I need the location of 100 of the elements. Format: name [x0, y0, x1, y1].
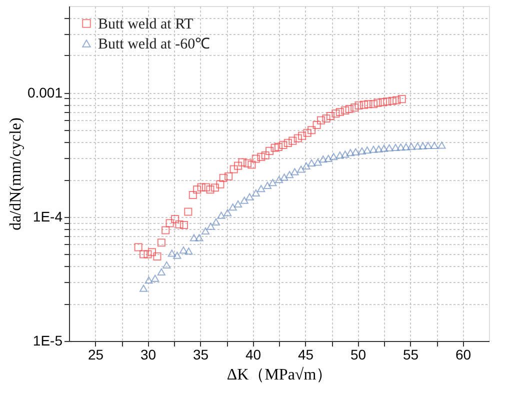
point — [134, 243, 142, 252]
point — [210, 184, 219, 192]
point — [166, 219, 174, 228]
point — [388, 96, 396, 105]
point — [228, 203, 237, 211]
x-tick-label: 60 — [455, 346, 472, 362]
point — [285, 171, 294, 178]
point — [157, 238, 166, 247]
point — [157, 268, 166, 276]
x-tick-label: 25 — [88, 346, 104, 362]
point — [345, 104, 354, 114]
point — [162, 261, 171, 268]
point — [168, 250, 176, 257]
point — [363, 146, 372, 154]
point — [274, 176, 284, 184]
point — [180, 220, 188, 230]
point — [392, 96, 401, 104]
point — [438, 142, 446, 149]
point — [153, 252, 162, 260]
point — [414, 142, 422, 150]
point — [238, 158, 246, 166]
point — [430, 142, 438, 150]
point — [179, 246, 188, 254]
point — [360, 100, 368, 109]
point — [294, 134, 302, 142]
point — [336, 108, 344, 116]
point — [290, 168, 299, 176]
point — [148, 248, 156, 256]
point — [140, 250, 148, 258]
point — [219, 174, 228, 182]
point — [407, 142, 416, 150]
point — [297, 166, 306, 173]
point — [202, 183, 210, 192]
point — [314, 158, 322, 166]
y-tick-label: 1E-4 — [32, 208, 63, 224]
point — [424, 142, 432, 150]
point — [341, 150, 350, 158]
point — [308, 126, 316, 134]
point — [352, 148, 360, 156]
point — [402, 143, 410, 150]
point — [383, 97, 392, 106]
point — [240, 196, 248, 204]
point — [175, 220, 184, 228]
point — [288, 136, 297, 145]
point — [298, 132, 306, 140]
point — [201, 227, 210, 235]
point — [396, 144, 405, 151]
point — [184, 248, 193, 255]
point — [257, 185, 266, 192]
x-tick-label: 40 — [245, 346, 262, 362]
point — [398, 95, 406, 104]
point — [246, 193, 254, 200]
point — [162, 226, 170, 234]
legend-label: Butt weld at -60℃ — [98, 36, 210, 52]
point — [230, 165, 238, 174]
point — [341, 106, 350, 114]
point — [234, 200, 242, 208]
point — [266, 146, 274, 155]
point — [206, 186, 214, 194]
point — [324, 154, 332, 162]
point — [322, 114, 330, 123]
point — [261, 151, 270, 160]
y-axis-title: da/dN(mm/cycle) — [7, 118, 24, 230]
point — [374, 145, 383, 152]
point — [234, 162, 242, 170]
point — [224, 209, 232, 216]
point — [316, 116, 326, 124]
point — [252, 189, 260, 196]
point — [319, 156, 328, 163]
x-tick-label: 55 — [402, 346, 419, 362]
point — [326, 112, 334, 120]
point — [302, 162, 310, 170]
point — [184, 208, 192, 216]
x-tick-label: 50 — [350, 346, 366, 362]
x-tick-label: 30 — [140, 346, 156, 362]
point — [380, 144, 388, 152]
y-tick-label: 1E-5 — [32, 332, 63, 348]
point — [268, 179, 277, 186]
point — [303, 128, 312, 137]
point — [270, 144, 279, 152]
point — [263, 182, 272, 190]
point — [252, 154, 260, 163]
x-axis-title: ΔK（MPa√m） — [226, 366, 332, 384]
point — [197, 183, 206, 192]
point — [280, 174, 288, 181]
point — [257, 152, 266, 161]
legend-label: Butt weld at RT — [98, 16, 194, 32]
point — [284, 138, 292, 147]
y-tick-label: 0.001 — [27, 84, 63, 100]
point — [140, 284, 148, 292]
point — [217, 212, 226, 219]
point — [216, 180, 224, 188]
point — [173, 252, 182, 259]
point — [330, 153, 338, 160]
x-tick-label: 45 — [298, 346, 314, 362]
point — [346, 148, 354, 156]
point — [188, 190, 197, 200]
point — [350, 104, 359, 112]
point — [151, 274, 160, 282]
point — [171, 215, 180, 224]
